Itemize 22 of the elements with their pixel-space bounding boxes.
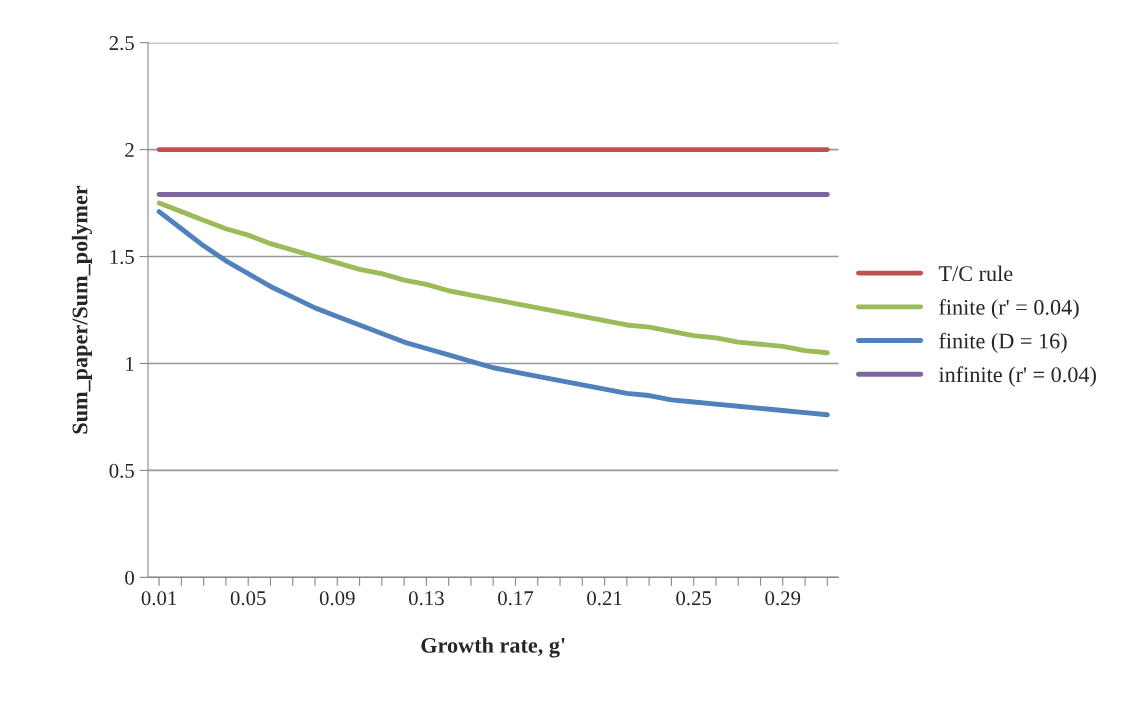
y-tick-label: 0.5	[109, 463, 134, 478]
x-axis-title: Growth rate, g'	[421, 637, 565, 658]
x-tick-label: 0.17	[498, 591, 534, 606]
legend-label: finite (r' = 0.04)	[939, 298, 1079, 320]
y-tick-label: 2.5	[109, 36, 134, 51]
line-series	[156, 209, 830, 418]
legend-label: T/C rule	[938, 265, 1013, 282]
legend-label: infinite (r' = 0.04)	[938, 366, 1096, 387]
y-tick-label: 2	[125, 143, 134, 157]
legend-label: finite (D = 16)	[939, 332, 1067, 354]
line-series	[156, 200, 830, 356]
x-tick-label: 0.09	[319, 591, 355, 606]
x-tick-label: 0.29	[765, 591, 801, 606]
x-tick-label: 0.01	[141, 591, 177, 606]
y-tick-label: 1.5	[110, 250, 134, 265]
x-tick-label: 0.05	[230, 591, 266, 606]
y-axis-title: Sum_paper/Sum_polymer	[71, 185, 93, 434]
y-tick-label: 0	[125, 570, 134, 585]
x-tick-label: 0.25	[676, 591, 712, 606]
x-tick-label: 0.13	[408, 591, 444, 606]
y-tick-label: 1	[126, 356, 134, 371]
x-tick-label: 0.21	[587, 591, 622, 606]
